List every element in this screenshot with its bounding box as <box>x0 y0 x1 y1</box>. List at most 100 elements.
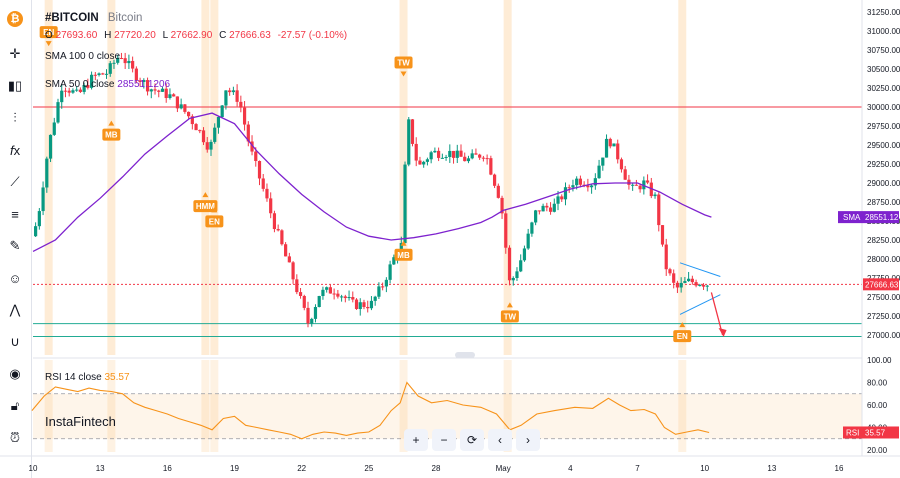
crosshair-icon[interactable]: ✛ <box>9 46 21 61</box>
candle-body-17 <box>97 73 101 75</box>
candle-body-88 <box>362 302 366 307</box>
annotation-arrow <box>211 207 218 213</box>
time-tick-label: 10 <box>29 464 38 473</box>
annotation-tag-bg <box>673 330 692 343</box>
last-price-badge-text: 27666.63 <box>865 280 899 289</box>
candle-body-148 <box>586 185 590 188</box>
candle-body-114 <box>459 150 463 157</box>
annotation-tw-6: TW <box>500 302 519 323</box>
time-tick-label: 25 <box>364 464 373 473</box>
candle-body-99 <box>403 164 407 243</box>
annotation-en-7: EN <box>673 322 692 343</box>
candle-body-116 <box>466 158 471 162</box>
annotation-arrow <box>202 192 209 198</box>
candle-body-13 <box>82 85 86 92</box>
candle-body-8 <box>63 90 68 92</box>
scroll-left-button[interactable]: ‹ <box>488 429 512 451</box>
bitcoin-icon[interactable]: ₿ <box>4 8 26 30</box>
candle-body-130 <box>519 260 523 272</box>
candle-body-125 <box>500 197 504 214</box>
rsi-legend: RSI 14 close 35.57 <box>45 372 130 383</box>
eye-icon[interactable]: ◉ <box>9 366 21 381</box>
candle-body-57 <box>246 124 250 142</box>
price-tick-label: 29250.00 <box>867 160 900 169</box>
rsi-pane <box>31 357 862 440</box>
trendline-icon[interactable]: ⟋ <box>10 174 20 189</box>
candle-body-137 <box>545 205 549 208</box>
watermark: InstaFintech <box>45 414 116 429</box>
candle-body-0 <box>34 226 38 237</box>
magnet-icon[interactable]: ∪ <box>10 334 20 349</box>
zoom-out-button[interactable]: − <box>432 429 456 451</box>
candle-body-24 <box>123 58 127 64</box>
rsi-line <box>31 381 710 440</box>
measure-icon[interactable]: ⋀ <box>9 302 21 317</box>
candle-body-111 <box>448 150 452 157</box>
candle-body-158 <box>623 169 627 180</box>
candle-body-115 <box>463 156 467 162</box>
candle-body-55 <box>239 101 243 108</box>
candle-body-44 <box>198 130 202 132</box>
candle-body-149 <box>590 185 594 188</box>
candle-body-46 <box>205 142 209 150</box>
candle-body-67 <box>284 244 288 257</box>
vertical-markers <box>44 0 687 452</box>
alert-icon[interactable]: ⏰︎ <box>9 430 21 445</box>
sma100-legend: SMA 100 0 close <box>45 51 120 62</box>
price-tick-label: 28750.00 <box>867 198 900 207</box>
candle-body-85 <box>351 297 355 300</box>
annotation-tag-bg <box>394 248 413 261</box>
candle-body-39 <box>179 104 183 109</box>
annotation-tag-label: EN <box>43 28 54 37</box>
candle-body-40 <box>183 104 187 112</box>
emoji-icon[interactable]: ☺ <box>8 270 22 286</box>
brush-icon[interactable]: ✎ <box>9 238 21 253</box>
candle-body-77 <box>321 289 325 297</box>
candle-body-152 <box>601 157 605 166</box>
candle-body-161 <box>634 184 638 186</box>
pane-splitter[interactable] <box>455 352 475 358</box>
candle-body-48 <box>213 127 217 142</box>
candle-body-63 <box>269 198 273 214</box>
candle-body-110 <box>444 156 448 158</box>
indicators-icon[interactable]: ⫶ <box>13 110 17 125</box>
lock-icon[interactable]: 🔓︎ <box>10 398 20 413</box>
candle-body-104 <box>422 161 426 165</box>
candle-body-171 <box>672 273 676 283</box>
candle-body-89 <box>366 306 370 309</box>
candle-body-62 <box>265 188 269 199</box>
zoom-in-button[interactable]: + <box>404 429 428 451</box>
candle-body-119 <box>478 154 482 158</box>
candle-body-54 <box>235 90 239 102</box>
time-tick-label: 19 <box>230 464 239 473</box>
price-tick-label: 29000.00 <box>867 179 900 188</box>
candle-body-92 <box>377 286 381 297</box>
candle-body-160 <box>631 184 635 186</box>
candle-body-165 <box>649 182 653 197</box>
scroll-right-button[interactable]: › <box>516 429 540 451</box>
high-value: 27720.20 <box>114 30 156 41</box>
symbol-legend: #BITCOIN Bitcoin <box>45 12 142 24</box>
candle-body-6 <box>56 102 60 123</box>
annotation-tag-bg <box>500 310 519 323</box>
candle-body-72 <box>302 295 306 308</box>
candles-icon[interactable]: ▮▯ <box>7 78 23 93</box>
candle-body-27 <box>134 68 138 81</box>
sma100-label: SMA 100 0 close <box>45 51 121 62</box>
candle-body-126 <box>504 213 508 248</box>
annotation-arrow <box>108 120 115 126</box>
candle-body-56 <box>242 107 247 125</box>
candle-body-59 <box>254 151 258 162</box>
fib-icon[interactable]: ≡ <box>11 206 19 222</box>
reset-button[interactable]: ⟳ <box>460 429 484 451</box>
annotation-tag-label: MB <box>397 251 410 260</box>
candle-body-129 <box>515 271 519 278</box>
candle-body-78 <box>325 287 329 290</box>
candle-body-101 <box>410 119 415 144</box>
candle-body-134 <box>534 210 538 223</box>
vertical-marker-0 <box>44 0 53 355</box>
vertical-marker-1 <box>107 0 116 355</box>
symbol: #BITCOIN <box>45 12 99 24</box>
